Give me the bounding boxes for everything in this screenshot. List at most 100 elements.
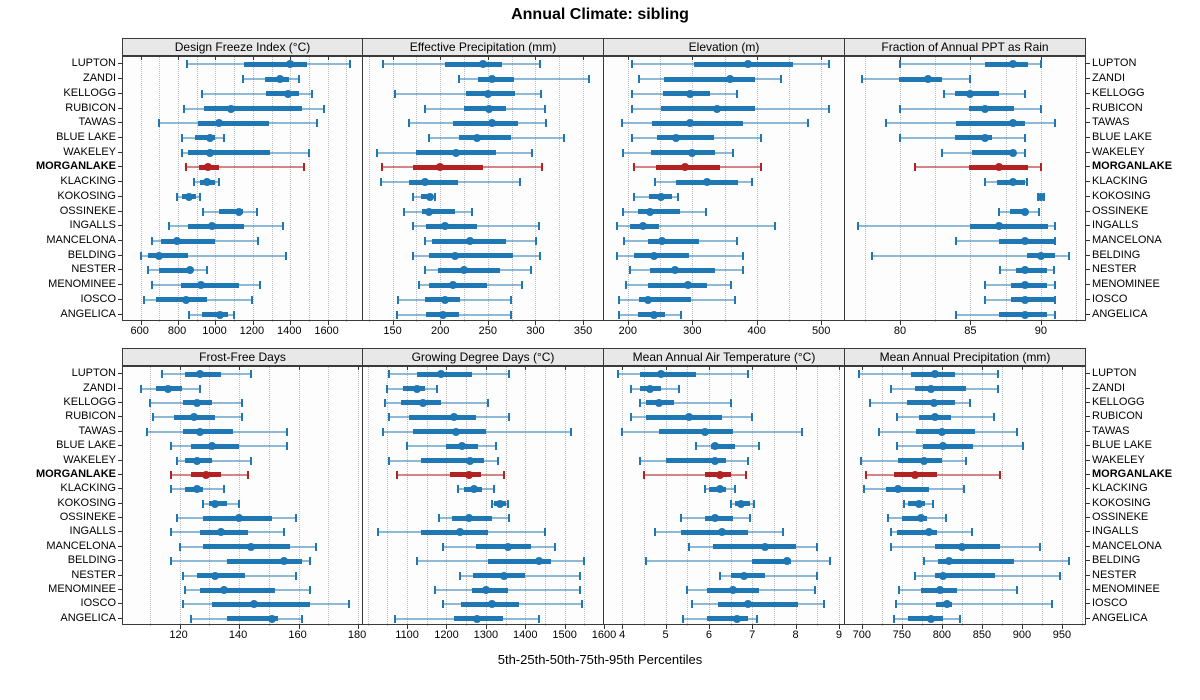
whisker-cap-95th	[218, 178, 221, 187]
y-tick-left	[118, 459, 122, 461]
median-dot	[204, 163, 212, 172]
station-label-right: BELDING	[1092, 248, 1141, 261]
x-tick-bottom	[981, 625, 983, 629]
whisker-cap-95th	[300, 614, 303, 623]
whisker-cap-5th	[983, 281, 986, 290]
whisker-cap-5th	[415, 557, 418, 566]
whisker-cap-95th	[509, 295, 512, 304]
iqr-bar-25th-75th	[472, 573, 526, 579]
whisker-cap-5th	[190, 614, 193, 623]
whisker-cap-95th	[729, 398, 732, 407]
x-tick-top	[901, 367, 903, 370]
whisker-cap-5th	[617, 310, 620, 319]
whisker-cap-95th	[529, 266, 532, 275]
median-dot	[957, 542, 966, 551]
y-tick-right	[1086, 517, 1090, 519]
whisker-cap-95th	[729, 281, 732, 290]
median-dot	[927, 384, 936, 393]
median-dot	[465, 237, 474, 246]
whisker-5th-95th	[616, 225, 776, 228]
whisker-cap-5th	[176, 192, 179, 201]
whisker-cap-5th	[923, 557, 926, 566]
y-tick-left	[118, 269, 122, 271]
iqr-bar-25th-75th	[647, 282, 708, 288]
whisker-cap-5th	[615, 222, 618, 231]
whisker-cap-95th	[285, 442, 288, 451]
x-tick-top	[821, 57, 823, 60]
x-tick-label: 6	[705, 629, 712, 641]
median-dot	[685, 413, 694, 422]
gridline	[961, 367, 963, 626]
whisker-cap-5th	[423, 104, 426, 113]
x-tick-top	[1021, 367, 1023, 370]
iqr-bar-25th-75th	[713, 544, 796, 550]
median-dot	[728, 586, 737, 595]
median-dot	[487, 119, 496, 128]
iqr-bar-25th-75th	[639, 371, 696, 377]
x-tick-top	[622, 367, 624, 370]
y-tick-left	[118, 560, 122, 562]
whisker-cap-5th	[459, 571, 462, 580]
whisker-cap-95th	[677, 384, 680, 393]
x-tick-bottom	[1061, 625, 1063, 629]
whisker-cap-95th	[1053, 222, 1056, 231]
whisker-cap-5th	[863, 485, 866, 494]
x-tick-top	[239, 367, 241, 370]
median-dot	[1036, 251, 1045, 260]
whisker-cap-95th	[806, 119, 809, 128]
y-tick-right	[1086, 240, 1090, 242]
x-tick-bottom	[899, 321, 901, 325]
x-tick-top	[440, 57, 442, 60]
station-label-left: NESTER	[71, 263, 116, 276]
whisker-cap-95th	[486, 398, 489, 407]
iqr-bar-25th-75th	[646, 414, 722, 420]
whisker-cap-5th	[617, 295, 620, 304]
median-dot	[217, 528, 226, 537]
median-dot	[686, 119, 695, 128]
x-tick-top	[665, 367, 667, 370]
station-label-right: IOSCO	[1092, 292, 1128, 305]
x-tick-top	[564, 367, 566, 370]
iqr-bar-25th-75th	[194, 135, 216, 141]
station-label-right: KOKOSING	[1092, 189, 1151, 202]
whisker-cap-5th	[858, 370, 861, 379]
gridline	[1041, 367, 1043, 626]
gridline	[392, 57, 394, 322]
x-tick-top	[708, 367, 710, 370]
y-tick-right	[1086, 560, 1090, 562]
median-dot	[196, 427, 205, 436]
station-label-right: MORGANLAKE	[1092, 160, 1173, 173]
whisker-cap-95th	[222, 133, 225, 142]
iqr-bar-25th-75th	[659, 429, 733, 435]
x-tick-top	[795, 367, 797, 370]
whisker-cap-5th	[180, 133, 183, 142]
median-dot	[234, 207, 243, 216]
y-tick-right	[1086, 459, 1090, 461]
x-tick-label: 500	[811, 325, 831, 337]
whisker-cap-95th	[282, 528, 285, 537]
whisker-cap-95th	[198, 192, 201, 201]
median-dot	[483, 89, 492, 98]
gridline	[234, 57, 236, 322]
iqr-bar-25th-75th	[706, 616, 748, 622]
y-tick-left	[118, 430, 122, 432]
whisker-cap-5th	[955, 310, 958, 319]
median-dot	[173, 237, 182, 246]
median-dot	[966, 89, 975, 98]
gridline	[1001, 367, 1003, 626]
median-dot	[726, 75, 735, 84]
whisker-5th-95th	[176, 459, 251, 462]
median-dot	[465, 470, 474, 479]
x-tick-top	[1061, 367, 1063, 370]
x-tick-label: 5	[662, 629, 669, 641]
whisker-cap-95th	[1024, 148, 1027, 157]
gridline	[511, 57, 513, 322]
median-dot	[186, 266, 195, 275]
whisker-cap-5th	[999, 266, 1002, 275]
x-tick-top	[215, 57, 217, 60]
median-dot	[643, 295, 652, 304]
median-dot	[439, 310, 448, 319]
x-tick-bottom	[487, 321, 489, 325]
gridline	[1076, 57, 1078, 322]
whisker-5th-95th	[871, 254, 1070, 257]
